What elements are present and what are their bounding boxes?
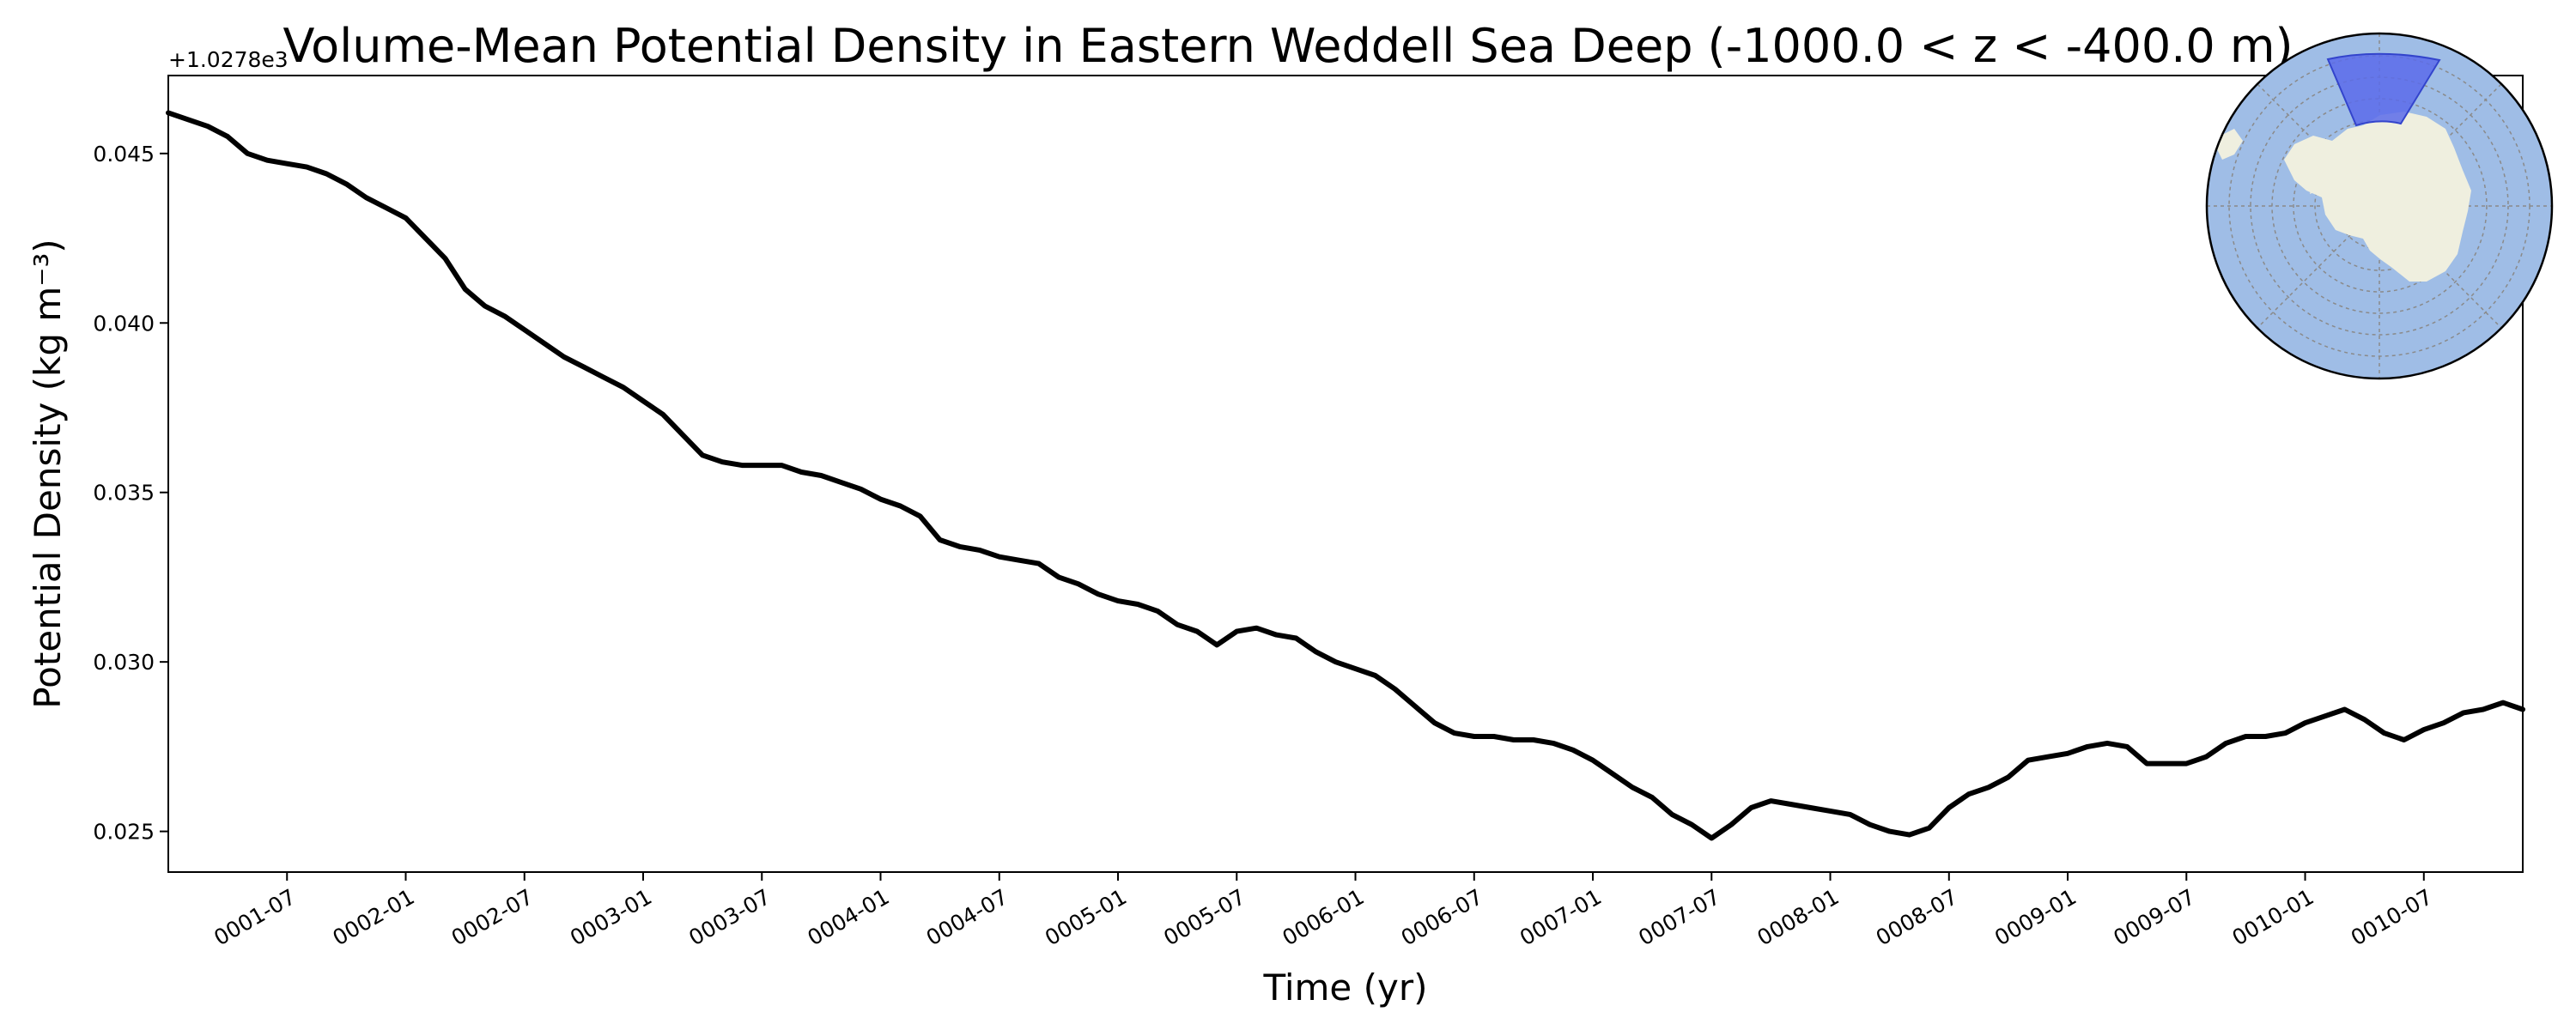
- x-tick-label: 0002-01: [329, 884, 419, 950]
- x-tick-label: 0006-01: [1279, 884, 1369, 950]
- y-tick-label: 0.035: [93, 481, 155, 506]
- south-america-land: [2217, 129, 2243, 160]
- x-tick-label: 0008-07: [1872, 884, 1962, 950]
- x-tick-label: 0003-07: [684, 884, 775, 950]
- plot-frame: [167, 75, 2524, 873]
- x-tick-label: 0003-01: [566, 884, 656, 950]
- y-tick-label: 0.025: [93, 820, 155, 845]
- x-axis: 0001-07 0002-01 0002-07 0003-01 0003-07 0004-…: [210, 872, 2437, 950]
- x-axis-label: Time (yr): [1262, 966, 1427, 1009]
- map-outline: [2205, 32, 2554, 380]
- y-tick-label: 0.040: [93, 311, 155, 336]
- x-tick-label: 0004-07: [922, 884, 1012, 950]
- x-tick-label: 0008-01: [1753, 884, 1844, 950]
- x-tick-label: 0007-01: [1516, 884, 1606, 950]
- x-tick-label: 0010-07: [2347, 884, 2437, 950]
- x-tick-label: 0010-01: [2228, 884, 2318, 950]
- y-tick-label: 0.045: [93, 142, 155, 167]
- weddell-region-highlight: [2326, 52, 2441, 127]
- x-tick-label: 0002-07: [447, 884, 538, 950]
- y-axis: 0.025 0.030 0.035 0.040 0.045: [93, 142, 168, 845]
- x-tick-label: 0005-01: [1041, 884, 1131, 950]
- peninsula-land: [2310, 141, 2332, 194]
- y-tick-label: 0.030: [93, 650, 155, 675]
- x-tick-label: 0006-07: [1397, 884, 1487, 950]
- plot-area: 0001-07 0002-01 0002-07 0003-01 0003-07 0004-…: [93, 75, 2525, 950]
- chart-title: Volume-Mean Potential Density in Eastern…: [283, 19, 2293, 73]
- series-line: [166, 110, 2525, 841]
- series-group: [166, 110, 2525, 841]
- y-offset-label: +1.0278e3: [168, 47, 289, 72]
- x-tick-label: 0009-01: [1990, 884, 2081, 950]
- x-tick-label: 0004-01: [804, 884, 894, 950]
- x-tick-label: 0009-07: [2109, 884, 2199, 950]
- y-axis-label: Potential Density (kg m⁻³): [27, 239, 69, 708]
- x-tick-label: 0005-07: [1159, 884, 1249, 950]
- antarctica-land: [2284, 112, 2471, 282]
- x-tick-label: 0007-07: [1634, 884, 1724, 950]
- x-tick-label: 0001-07: [210, 884, 300, 950]
- inset-map: [2205, 32, 2554, 380]
